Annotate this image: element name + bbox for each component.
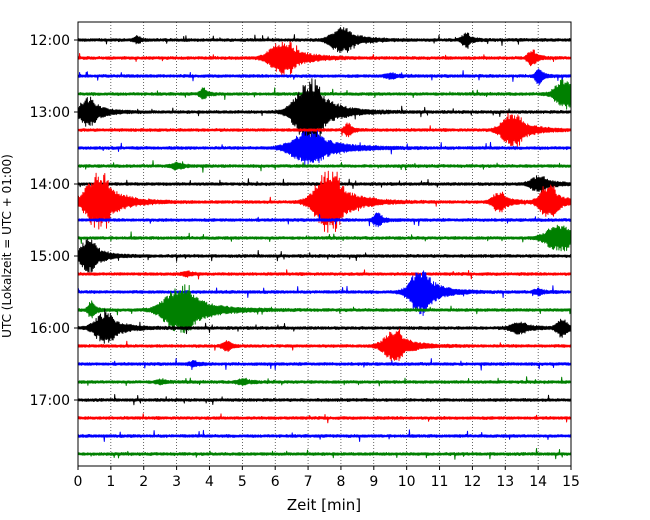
x-tick-label: 0 [74, 474, 83, 490]
x-tick-label: 13 [496, 474, 514, 490]
y-axis-ticks: 12:00 13:00 14:00 15:00 16:00 17:00 [30, 33, 78, 409]
x-tick-label: 4 [205, 474, 214, 490]
x-tick-label: 3 [172, 474, 181, 490]
x-tick-label: 11 [431, 474, 449, 490]
x-tick-label: 14 [529, 474, 547, 490]
trace-line [77, 27, 572, 53]
x-tick-label: 6 [271, 474, 280, 490]
x-tick-label: 2 [139, 474, 148, 490]
trace-line [77, 394, 572, 406]
x-tick-label: 10 [398, 474, 416, 490]
trace-line [77, 284, 572, 334]
plot-frame [77, 21, 572, 467]
trace-line [77, 41, 572, 76]
trace-line [77, 78, 572, 146]
trace-line [77, 308, 572, 344]
y-tick-label: 15:00 [30, 249, 70, 265]
x-tick-label: 7 [304, 474, 313, 490]
trace-line [77, 413, 572, 424]
seismic-traces [77, 27, 572, 460]
trace-line [77, 358, 572, 371]
x-axis-title: Zeit [min] [287, 496, 361, 514]
x-axis-ticks: 0 1 2 3 4 5 6 7 8 9 10 11 12 13 14 15 [74, 466, 580, 490]
trace-line [77, 270, 572, 316]
trace-line [77, 429, 572, 442]
y-axis-title: UTC (Lokalzeit = UTC + 01:00) [0, 154, 14, 338]
trace-line [77, 238, 572, 273]
trace-line [77, 448, 572, 460]
x-tick-label: 12 [463, 474, 481, 490]
trace-line [77, 79, 572, 110]
y-tick-label: 16:00 [30, 321, 70, 337]
trace-line [77, 212, 572, 228]
trace-line [77, 170, 572, 233]
y-tick-label: 12:00 [30, 33, 70, 49]
x-tick-label: 8 [336, 474, 345, 490]
x-tick-label: 15 [562, 474, 580, 490]
trace-line [77, 224, 572, 252]
trace-line [77, 68, 572, 86]
x-tick-label: 5 [238, 474, 247, 490]
x-tick-label: 9 [369, 474, 378, 490]
trace-line [77, 328, 572, 362]
trace-line [77, 269, 572, 280]
trace-line [77, 376, 572, 387]
trace-line [77, 160, 572, 173]
y-tick-label: 14:00 [30, 177, 70, 193]
trace-line [77, 130, 572, 166]
x-tick-label: 1 [106, 474, 115, 490]
y-tick-label: 13:00 [30, 105, 70, 121]
trace-line [77, 113, 572, 148]
y-tick-label: 17:00 [30, 393, 70, 409]
